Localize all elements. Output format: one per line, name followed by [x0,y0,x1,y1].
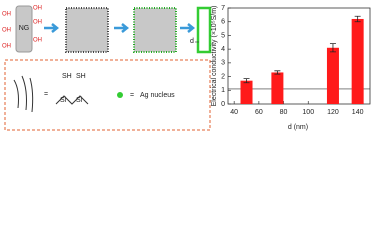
y-tick-label: 7 [221,5,225,12]
seeded-sheet [133,7,177,53]
bar [240,80,253,104]
error-bar [354,15,361,23]
equals: = [130,92,134,99]
chain-icon [13,75,34,113]
arrow [114,23,130,33]
x-tick-label: 120 [327,109,339,116]
oh-label: OH [2,28,11,34]
figure: NG OH OH OH OH OH OH d = SH SH Si Si = A… [2,5,371,131]
ag-shell [196,6,212,54]
coated-sheet [65,7,109,53]
error-bar [274,70,281,75]
bar [271,72,284,104]
oh-label: OH [33,20,42,26]
error-bar [329,43,336,53]
y-tick-label: 4 [221,46,225,53]
bar [351,18,364,104]
error-bar [243,78,250,84]
x-tick-label: 100 [302,109,314,116]
siloxane [55,95,89,105]
y-tick-label: 2 [221,73,225,80]
thiol-label: SH [62,73,72,80]
x-tick-label: 80 [280,109,288,116]
bar [326,47,339,104]
ag-label: Ag nucleus [140,92,175,99]
ng-sheet [15,5,33,53]
plot-frame [227,7,371,105]
schematic: NG OH OH OH OH OH OH d = SH SH Si Si = A… [2,5,212,131]
y-tick-label: 1 [221,87,225,94]
x-tick-label: 140 [352,109,364,116]
y-tick-label: 5 [221,32,225,39]
ag-nucleus-icon [117,92,123,98]
oh-label: OH [33,6,42,12]
thiol-label: SH [76,73,86,80]
arrow [180,23,196,33]
y-tick-label: 0 [221,101,225,108]
legend-box [4,59,211,131]
thickness-label: d [190,38,194,45]
arrow [44,23,60,33]
oh-label: OH [2,12,11,18]
oh-label: OH [33,38,42,44]
y-axis-label: Electrical conductivity (×10⁵S/m) [211,6,218,107]
y-tick-label: 3 [221,60,225,67]
ng-label: NG [19,25,30,32]
x-axis-label: d (nm) [288,124,308,131]
equals: = [44,91,48,98]
silicon-label: Si [76,97,83,104]
x-tick-label: 60 [255,109,263,116]
y-tick-label: 6 [221,19,225,26]
silicon-label: Si [60,97,67,104]
chart: Electrical conductivity (×10⁵S/m) d (nm)… [211,5,371,131]
oh-label: OH [2,44,11,50]
x-tick-label: 40 [230,109,238,116]
